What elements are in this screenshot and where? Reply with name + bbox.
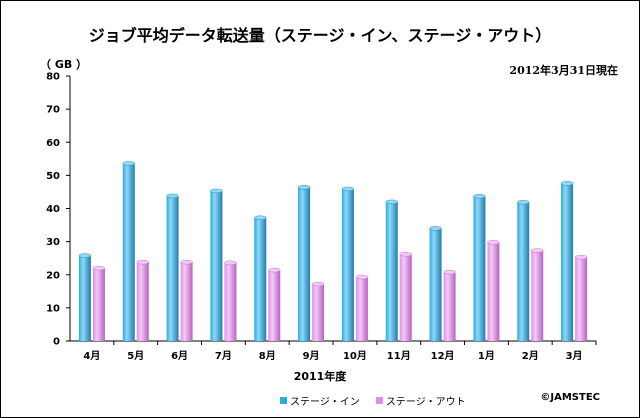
y-tick-label: 60 (46, 138, 60, 149)
chart-title: ジョブ平均データ転送量（ステージ・イン、ステージ・アウト） (88, 26, 552, 45)
x-tick-label: 11月 (387, 350, 411, 362)
y-tick-label: 20 (46, 270, 60, 281)
legend-label-stage-in: ステージ・イン (290, 396, 360, 408)
x-tick-label: 4月 (83, 350, 100, 362)
legend-item-stage-out: ステージ・アウト (375, 393, 466, 408)
x-tick-label: 5月 (127, 350, 144, 362)
bar-stage-out (268, 267, 281, 341)
bar-stage-in (78, 253, 92, 341)
credit: ©JAMSTEC (540, 392, 600, 403)
x-tick-label: 8月 (259, 350, 276, 362)
x-tick-label: 7月 (215, 350, 232, 362)
legend-swatch-stage-out (375, 396, 383, 404)
x-tick-label: 2月 (522, 350, 539, 362)
y-tick-label: 50 (46, 171, 60, 182)
bar-stage-out (531, 248, 544, 341)
x-tick-label: 3月 (566, 350, 583, 362)
bar-stage-out (311, 281, 325, 341)
bar-stage-in (166, 193, 179, 341)
bar-stage-in (297, 185, 311, 341)
y-axis-unit: （ GB ） (40, 58, 88, 71)
bar-stage-out (443, 269, 456, 341)
bar-stage-in (517, 200, 530, 341)
bar-stage-in (560, 181, 574, 341)
bar-stage-out (136, 259, 149, 341)
x-tick-label: 12月 (431, 350, 455, 362)
as-of-date: 2012年3月31日現在 (509, 64, 618, 77)
legend-swatch-stage-in (280, 396, 287, 404)
y-tick-label: 30 (46, 237, 60, 248)
bar-stage-in (341, 186, 355, 341)
bar-stage-out (574, 254, 588, 341)
bar-stage-in (254, 215, 267, 341)
bar-stage-in (122, 161, 135, 341)
x-tick-label: 6月 (171, 350, 188, 362)
legend-label-stage-out: ステージ・アウト (385, 396, 466, 408)
x-tick-label: 10月 (343, 350, 367, 362)
bar-stage-in (210, 188, 223, 341)
y-tick-label: 80 (46, 72, 60, 83)
bar-stage-out (487, 240, 500, 341)
bar-stage-out (224, 260, 237, 341)
bar-stage-out (399, 252, 412, 341)
bar-stage-out (355, 274, 369, 341)
y-tick-label: 40 (46, 204, 60, 215)
y-tick-label: 0 (53, 337, 60, 348)
bar-stage-out (92, 265, 106, 341)
legend-item-stage-in: ステージ・イン (280, 393, 360, 408)
bar-stage-in (473, 194, 486, 341)
x-tick-label: 9月 (303, 350, 320, 362)
y-tick-label: 70 (46, 105, 60, 116)
x-tick-label: 1月 (478, 350, 495, 362)
y-tick-label: 10 (46, 303, 60, 314)
bar-stage-out (180, 259, 193, 341)
legend: ステージ・イン ステージ・アウト (280, 393, 466, 408)
x-axis-label: 2011年度 (293, 370, 347, 383)
bar-stage-in (429, 226, 442, 341)
bar-stage-in (385, 199, 398, 341)
